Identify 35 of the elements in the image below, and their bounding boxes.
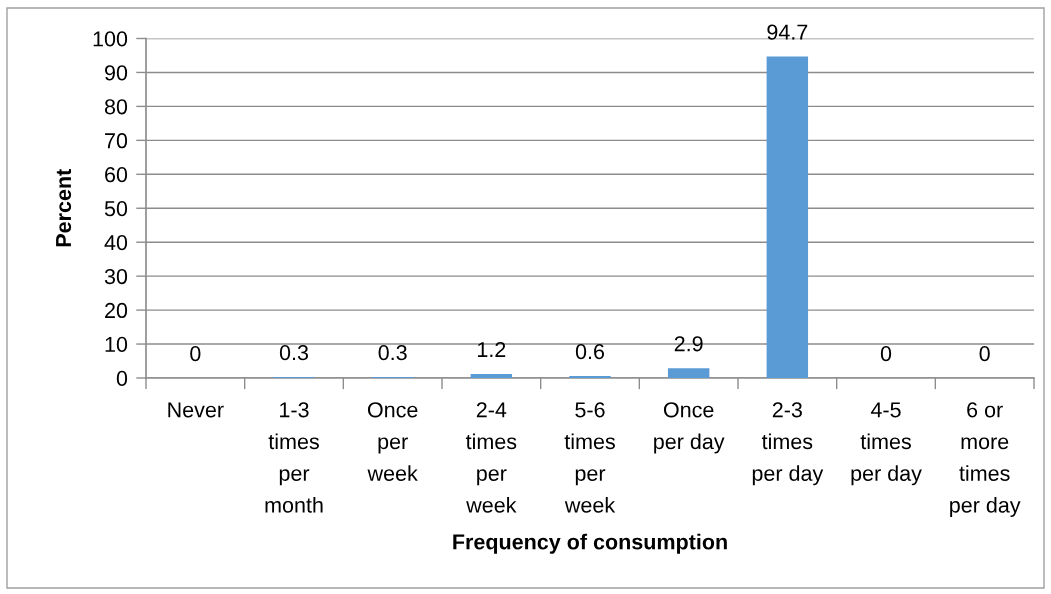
bar [470,373,513,378]
x-tick-label: 4-5 times per day [851,402,922,486]
bar [569,375,611,378]
data-label: 0 [190,346,201,362]
y-tick-label: 30 [104,268,128,285]
y-tick-label: 0 [116,370,128,387]
data-label: 0 [979,346,990,362]
x-tick-label: 1-3 times per month [265,402,323,513]
data-label: 2.9 [674,336,703,352]
bar [667,368,710,378]
y-tick-label: 40 [104,234,128,251]
data-label: 0 [880,346,892,362]
y-tick-label: 50 [104,201,128,217]
bar [766,56,809,378]
y-axis-title: Percent [56,169,72,247]
y-tick-label: 80 [104,99,128,115]
data-label: 0.3 [378,344,407,361]
data-label: 0.3 [279,344,309,361]
y-tick-label: 90 [105,65,128,81]
data-label: 1.2 [478,341,506,357]
y-tick-label: 70 [105,133,128,149]
x-tick-label: 2-3 times per day [752,402,824,486]
x-tick-label: 2-4 times per week [465,402,517,513]
x-tick-label: Once per day [654,402,725,454]
y-tick-label: 100 [93,31,128,47]
x-tick-label: 6 or more times per day [950,402,1021,517]
data-label: 94.7 [767,24,808,40]
x-tick-label: Once per week [367,402,418,481]
x-tick-label: 5-6 times per week [564,402,616,513]
y-tick-label: 20 [105,302,128,319]
data-label: 0.6 [575,343,605,360]
y-tick-label: 10 [105,336,128,353]
x-axis-title: Frequency of consumption [453,533,727,554]
x-tick-label: Never [168,402,224,418]
y-tick-label: 60 [105,167,128,183]
